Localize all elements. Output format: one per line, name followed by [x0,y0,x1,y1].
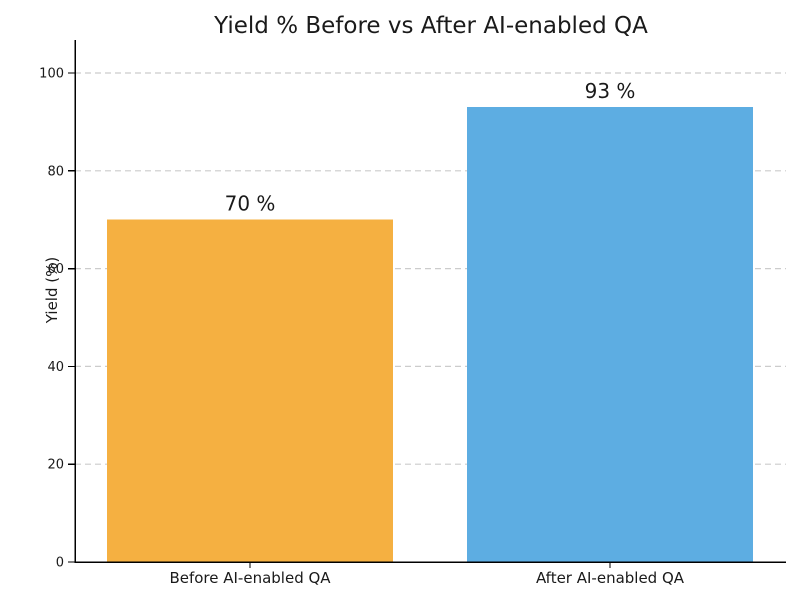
y-axis-label: Yield (%) [43,257,61,324]
axis-layer [68,40,786,568]
chart-title: Yield % Before vs After AI-enabled QA [213,13,648,39]
bar-value-label: 93 % [585,79,636,103]
y-tick-label: 20 [47,458,64,473]
y-tick-label: 100 [39,67,64,82]
y-tick-label: 40 [47,360,64,375]
bar-layer [107,107,753,562]
label-layer: 70 % 93 % 0 20 40 60 80 100 Before AI-enabled QA… [39,67,685,588]
bar-value-label: 70 % [225,192,276,216]
y-tick-label: 0 [56,556,64,571]
x-tick-label: Before AI-enabled QA [169,569,331,587]
y-tick-label: 80 [47,164,64,179]
y-tick-label: 60 [47,262,64,277]
x-tick-label: After AI-enabled QA [536,569,685,587]
bar [107,219,393,562]
bar [467,107,753,562]
